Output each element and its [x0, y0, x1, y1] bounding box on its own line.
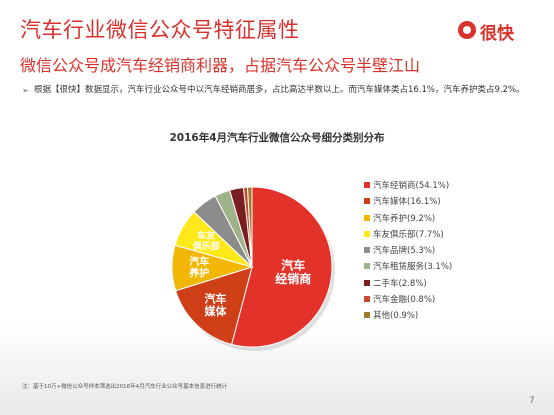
logo-text: 很快	[480, 24, 514, 44]
bullet-paragraph: ➢ 根据【很快】数据显示，汽车行业公众号中以汽车经销商居多，占比高达半数以上。而…	[22, 84, 527, 97]
pie-slice-9	[246, 186, 253, 268]
legend-swatch	[364, 312, 370, 319]
legend-swatch	[364, 279, 370, 286]
brand-logo: 很快	[458, 20, 538, 44]
legend-swatch	[364, 296, 370, 303]
page-title: 汽车行业微信公众号特征属性	[20, 18, 300, 42]
pie-slice-2	[174, 266, 253, 345]
legend-label: 车友俱乐部(7.7%)	[373, 229, 444, 240]
pie-slice-label-4: 车友俱乐部	[192, 230, 220, 252]
legend-swatch	[364, 214, 370, 221]
legend-label: 汽车租赁服务(3.1%)	[373, 262, 453, 273]
legend-swatch	[364, 198, 370, 205]
logo-icon	[458, 21, 476, 39]
legend-swatch	[364, 230, 370, 237]
pie-slice-label-1: 汽车经销商	[275, 257, 311, 286]
footnote: 注：基于10万+微信公众号样本筛选出2016年4月汽车行业公众号基本信息进行统计	[22, 384, 228, 390]
legend-label: 汽车养护(9.2%)	[373, 213, 436, 224]
page-subtitle: 微信公众号成汽车经销商利器，占据汽车公众号半壁江山	[20, 56, 421, 75]
legend-label: 汽车金融(0.8%)	[373, 295, 436, 306]
legend-label: 汽车媒体(16.1%)	[373, 197, 441, 208]
legend-swatch	[364, 263, 370, 270]
legend-swatch	[364, 182, 370, 188]
legend-label: 二手车(2.8%)	[373, 278, 427, 289]
pie-slice-label-2: 汽车媒体	[203, 291, 227, 318]
legend-label: 其他(0.9%)	[373, 311, 419, 322]
legend-label: 汽车品牌(5.3%)	[373, 246, 436, 257]
chart-title: 2016年4月汽车行业微信公众号细分类别分布	[169, 132, 385, 144]
pie-slice-label-3: 汽车养护	[188, 255, 209, 280]
arrow-bullet-icon: ➢	[22, 86, 29, 95]
pie-slice-1	[231, 186, 333, 348]
legend-label: 汽车经销商(54.1%)	[373, 181, 450, 191]
bullet-text: 根据【很快】数据显示，汽车行业公众号中以汽车经销商居多，占比高达半数以上。而汽车…	[34, 85, 525, 95]
legend-swatch	[364, 247, 370, 254]
page-number: 7	[529, 396, 535, 406]
